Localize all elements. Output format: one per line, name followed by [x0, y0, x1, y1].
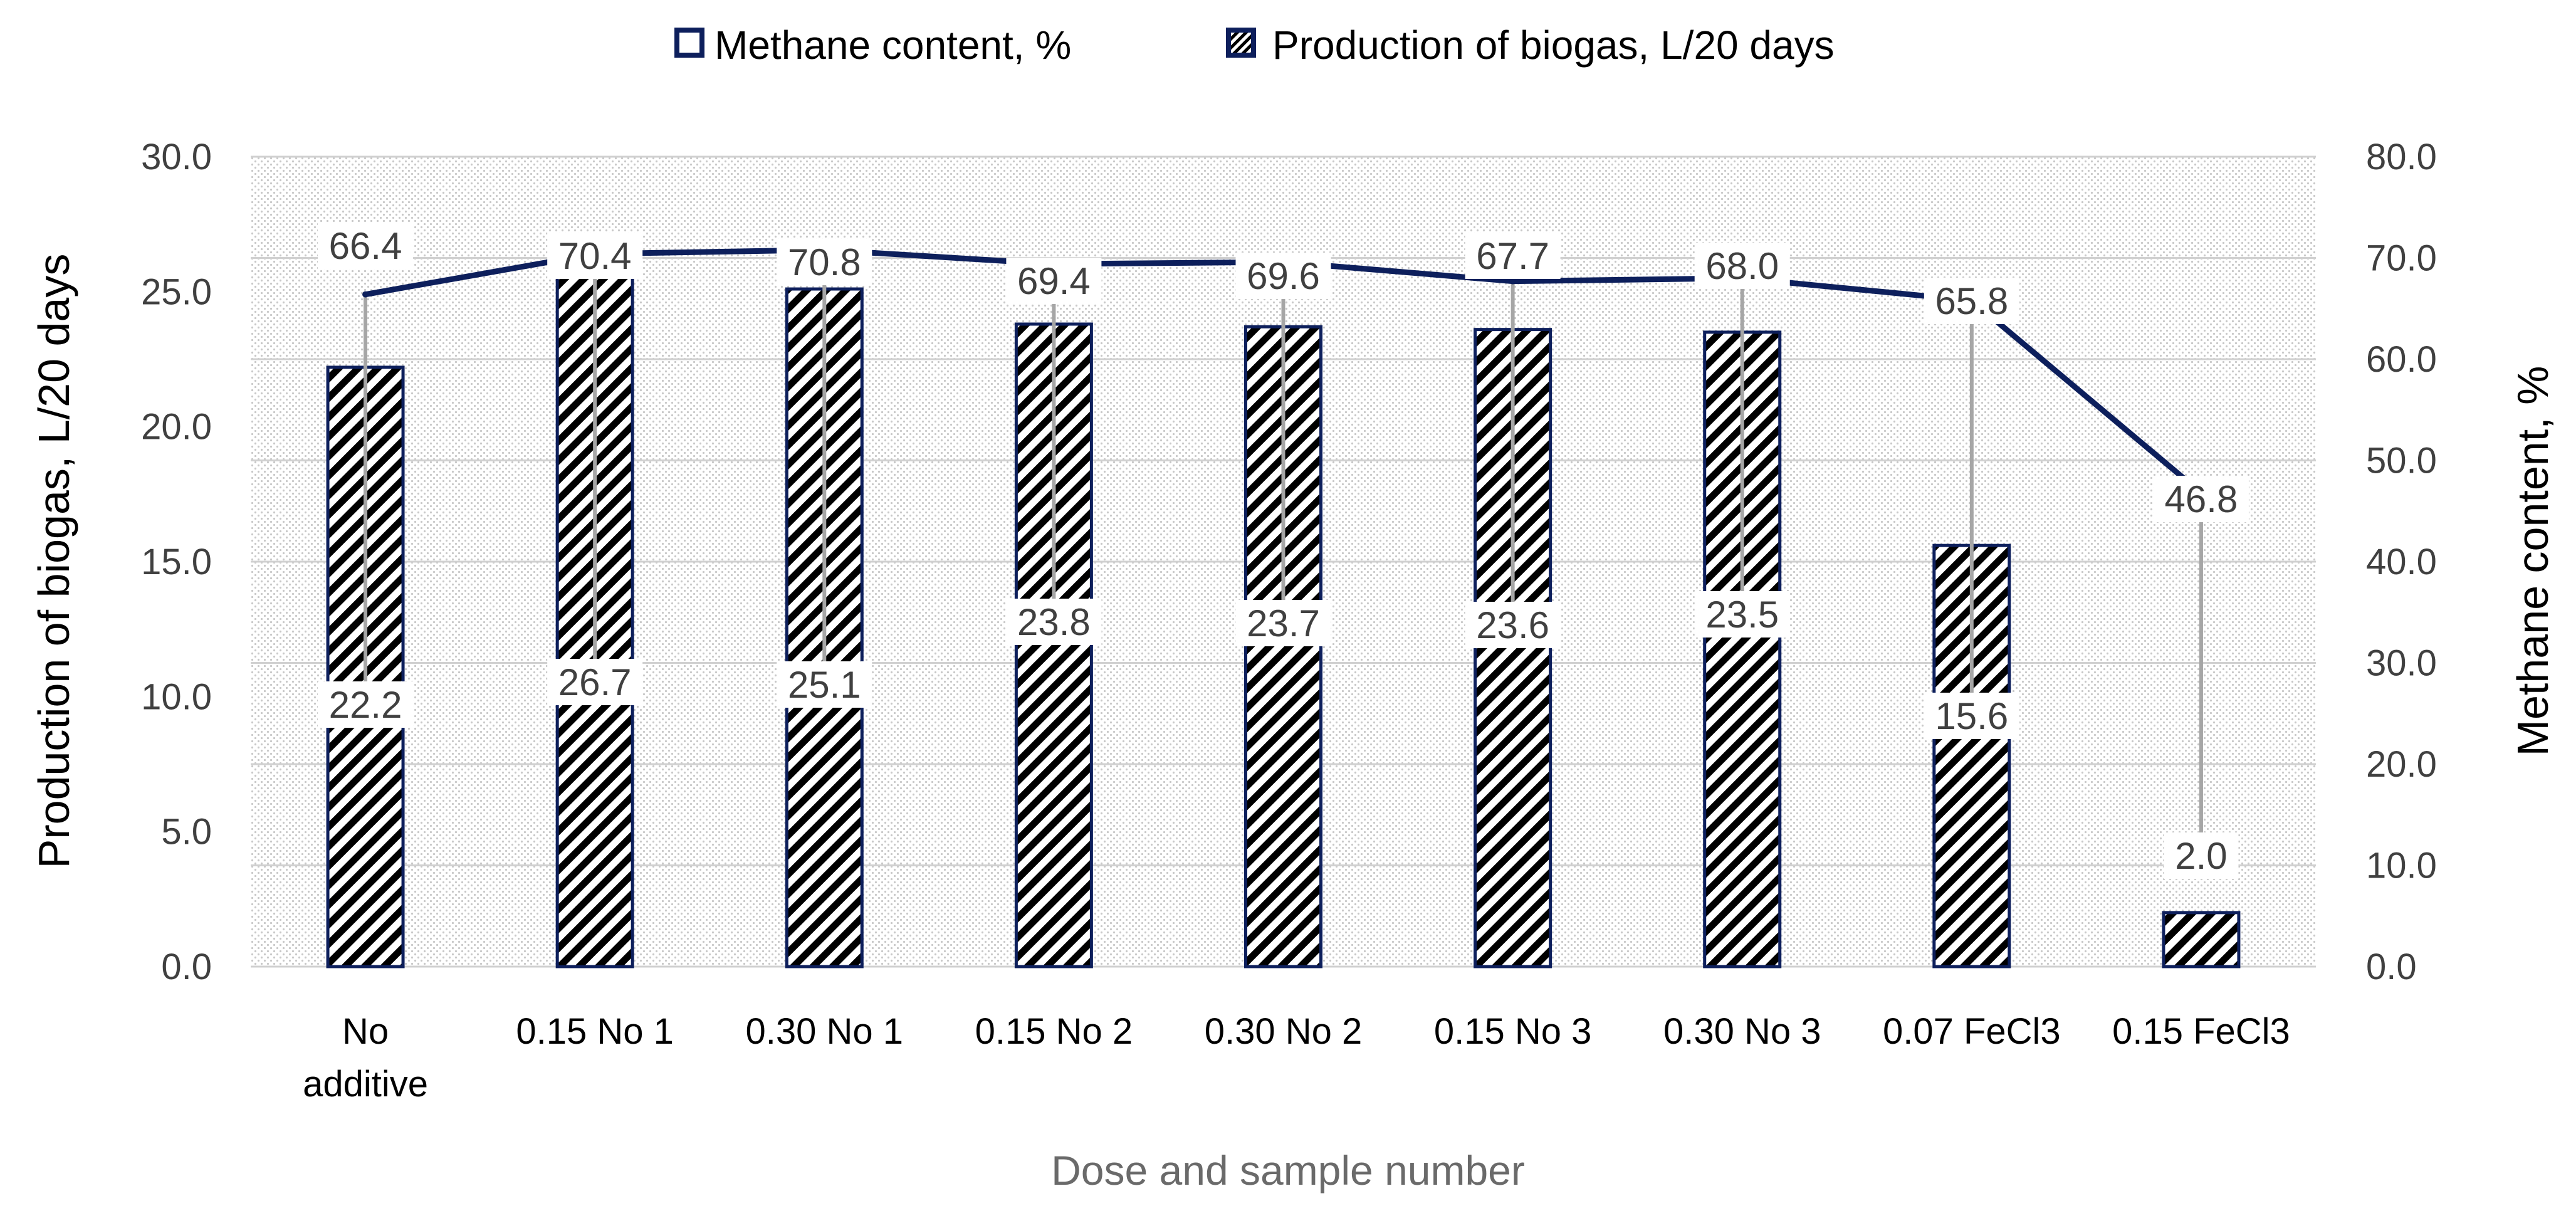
line-point	[362, 291, 369, 298]
methane-value-label: 70.4	[558, 235, 632, 277]
methane-value-label: 46.8	[2165, 478, 2238, 520]
bar-value-label-bg	[1235, 600, 1331, 646]
bar-value-label: 15.6	[1935, 695, 2008, 737]
legend: Methane content, % Production of biogas,…	[674, 23, 1835, 68]
data-labels: 22.2 26.7 25.1 23.8 23.7 23.6 23.5 15.6 2.0 66.4 7…	[318, 223, 2249, 879]
methane-value-label-bg	[2153, 476, 2249, 522]
bar-value-label-bg	[1006, 599, 1102, 645]
right-axis: 0.0 10.0 20.0 30.0 40.0 50.0 60.0 70.0 80.0	[2366, 137, 2437, 987]
left-tick-label: 0.0	[161, 947, 212, 987]
right-tick-label: 80.0	[2366, 137, 2437, 177]
legend-label-methane: Methane content, %	[715, 23, 1071, 68]
left-tick-label: 15.0	[141, 542, 212, 582]
right-tick-label: 70.0	[2366, 238, 2437, 279]
bar-value-label: 22.2	[329, 684, 402, 726]
left-tick-label: 10.0	[141, 676, 212, 717]
bar-value-label: 2.0	[2175, 835, 2227, 877]
right-axis-title: Methane content, %	[2508, 366, 2557, 757]
legend-swatch-biogas	[1226, 28, 1256, 58]
methane-value-label: 68.0	[1705, 245, 1779, 287]
category-label: 0.07 FeCl3	[1883, 1011, 2061, 1052]
right-tick-label: 10.0	[2366, 846, 2437, 886]
category-label: 0.15 No 2	[975, 1011, 1133, 1052]
category-label: 0.15 No 1	[516, 1011, 674, 1052]
right-tick-label: 50.0	[2366, 441, 2437, 481]
bar-value-label: 23.6	[1476, 604, 1549, 646]
bar-value-label: 23.7	[1247, 602, 1320, 644]
x-axis-title: Dose and sample number	[1051, 1147, 1525, 1194]
methane-value-label-bg	[1006, 258, 1102, 304]
methane-value-label: 66.4	[329, 225, 402, 267]
bar-value-label-bg	[2164, 832, 2239, 879]
left-axis: 0.0 5.0 10.0 15.0 20.0 25.0 30.0	[141, 137, 212, 987]
methane-value-label-bg	[547, 233, 643, 279]
bar-value-label: 25.1	[788, 664, 861, 706]
left-tick-label: 25.0	[141, 271, 212, 312]
category-label: 0.15 FeCl3	[2112, 1011, 2290, 1052]
methane-value-label: 70.8	[788, 241, 861, 283]
right-tick-label: 20.0	[2366, 744, 2437, 785]
methane-value-label-bg	[1924, 278, 2019, 324]
methane-value-label-bg	[1694, 243, 1790, 289]
bar-value-label-bg	[1694, 591, 1790, 638]
category-label: 0.15 No 3	[1434, 1011, 1592, 1052]
methane-value-label-bg	[1465, 233, 1561, 279]
right-tick-label: 30.0	[2366, 643, 2437, 684]
bar-value-label-bg	[1465, 602, 1561, 648]
right-tick-label: 0.0	[2366, 947, 2417, 987]
bar-value-label: 23.5	[1705, 594, 1779, 636]
left-axis-title: Production of biogas, L/20 days	[29, 254, 78, 869]
bar-value-label: 26.7	[558, 661, 632, 703]
category-label: 0.30 No 3	[1663, 1011, 1821, 1052]
methane-value-label: 65.8	[1935, 280, 2008, 322]
legend-label-biogas: Production of biogas, L/20 days	[1272, 23, 1835, 68]
category-label: 0.30 No 2	[1205, 1011, 1363, 1052]
methane-value-label-bg	[1235, 253, 1331, 299]
legend-swatch-methane	[674, 28, 704, 58]
line-point	[1509, 278, 1516, 285]
bar	[2162, 911, 2241, 968]
bar-value-label: 23.8	[1017, 601, 1091, 643]
right-tick-label: 60.0	[2366, 339, 2437, 380]
bar-value-label-bg	[318, 681, 414, 728]
left-tick-label: 30.0	[141, 137, 212, 177]
category-label: additive	[303, 1064, 428, 1105]
bar-value-label-bg	[1924, 693, 2019, 739]
label-leaders	[364, 249, 2203, 856]
left-tick-label: 20.0	[141, 407, 212, 448]
bar-value-label-bg	[547, 659, 643, 705]
methane-value-label-bg	[777, 239, 872, 285]
category-label: No	[342, 1011, 389, 1052]
category-label: 0.30 No 1	[746, 1011, 904, 1052]
left-tick-label: 5.0	[161, 812, 212, 853]
methane-value-label-bg	[318, 223, 414, 269]
x-axis: No additive 0.15 No 1 0.30 No 1 0.15 No 2 0.3…	[303, 1011, 2290, 1105]
methane-value-label: 67.7	[1476, 235, 1549, 277]
bar-value-label-bg	[777, 661, 872, 708]
methane-value-label: 69.4	[1017, 260, 1091, 302]
methane-value-label: 69.6	[1247, 255, 1320, 297]
right-tick-label: 40.0	[2366, 542, 2437, 582]
